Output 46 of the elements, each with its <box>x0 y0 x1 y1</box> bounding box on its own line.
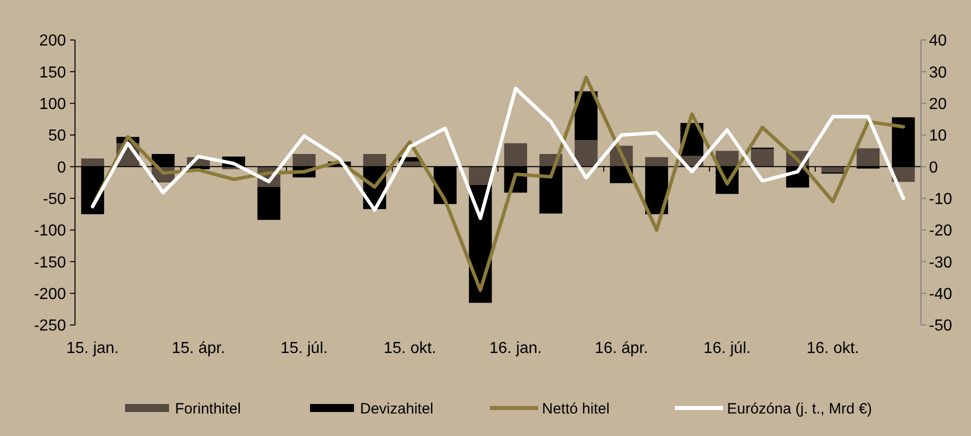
x-tick-label: 15. ápr. <box>172 340 226 357</box>
x-tick-label: 16. júl. <box>704 340 751 357</box>
y-tick-label: 200 <box>39 32 66 50</box>
line-series <box>90 76 906 292</box>
y-tick-label: -50 <box>42 190 66 208</box>
legend-label: Devizahitel <box>360 400 434 418</box>
bar <box>257 186 280 220</box>
y2-tick-label: -40 <box>929 286 952 303</box>
y-tick-label: -150 <box>34 254 66 272</box>
bar <box>292 154 316 167</box>
bar <box>504 143 528 167</box>
bar <box>81 158 104 167</box>
y2-tick-label: -50 <box>929 318 952 335</box>
y2-tick-label: 10 <box>929 128 947 145</box>
line-series <box>90 86 906 220</box>
y2-tick-label: 40 <box>929 32 947 50</box>
legend-label: Eurózóna (j. t., Mrd €) <box>727 400 872 418</box>
y-tick-label: -250 <box>34 318 66 335</box>
x-tick-label: 16. ápr. <box>594 340 648 357</box>
x-tick-label: 15. okt. <box>384 340 436 357</box>
x-tick-label: 16. jan. <box>489 340 542 357</box>
legend-label: Forinthitel <box>175 400 241 418</box>
legend-label: Nettó hitel <box>542 400 610 418</box>
x-tick-label: 16. okt. <box>806 340 860 357</box>
x-tick-label: 15. jan. <box>66 340 119 357</box>
bar <box>363 154 386 167</box>
bar <box>468 166 492 186</box>
bar <box>821 166 844 172</box>
y2-tick-label: 20 <box>929 96 947 113</box>
bar <box>750 148 774 167</box>
y-tick-label: 50 <box>48 128 66 145</box>
y-tick-label: 150 <box>39 64 66 82</box>
y-tick-label: -200 <box>34 286 66 303</box>
bar <box>856 148 880 167</box>
y2-tick-label: -10 <box>929 190 952 208</box>
y-tick-label: 0 <box>57 159 66 176</box>
y2-tick-label: 30 <box>929 64 947 82</box>
bar <box>645 157 668 167</box>
y2-tick-label: 0 <box>929 159 938 176</box>
y2-tick-label: -30 <box>929 254 952 272</box>
y2-tick-label: -20 <box>929 222 952 240</box>
y-tick-label: 100 <box>39 96 66 113</box>
bar <box>574 140 598 167</box>
bar <box>574 91 598 140</box>
x-tick-label: 15. júl. <box>280 340 328 357</box>
y-tick-label: -100 <box>34 222 66 240</box>
